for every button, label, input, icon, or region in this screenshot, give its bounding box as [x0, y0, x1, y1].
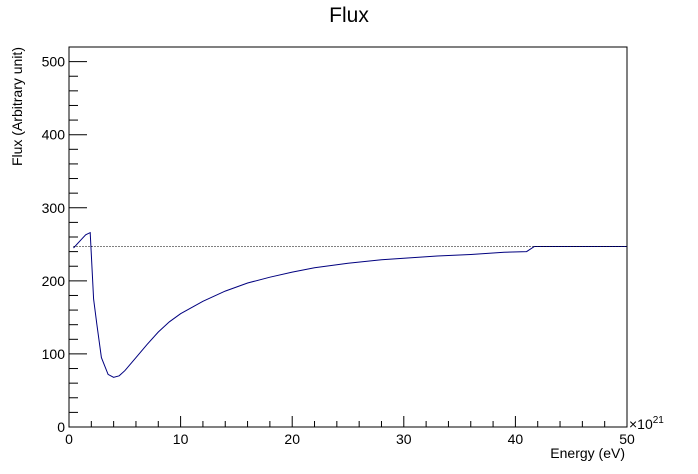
x-tick-label: 30: [396, 431, 412, 447]
flux-series-line: [73, 231, 627, 378]
plot-frame: [68, 46, 628, 428]
y-axis-title: Flux (Arbitrary unit): [9, 47, 25, 166]
x-tick-label: 10: [173, 431, 189, 447]
x-tick-label: 20: [284, 431, 300, 447]
x-exponent-label: ×1021: [629, 415, 664, 432]
y-tick-label: 400: [42, 127, 66, 143]
chart-title: Flux: [329, 4, 369, 27]
y-tick-label: 200: [42, 273, 66, 289]
y-tick-label: 100: [42, 346, 66, 362]
x-tick-label: 0: [65, 431, 73, 447]
x-tick-label: 40: [508, 431, 524, 447]
y-tick-label: 0: [57, 419, 65, 435]
x-tick-label: 50: [619, 431, 635, 447]
x-axis-title: Energy (eV): [550, 445, 625, 461]
y-tick-label: 500: [42, 54, 66, 70]
y-tick-label: 300: [42, 200, 66, 216]
